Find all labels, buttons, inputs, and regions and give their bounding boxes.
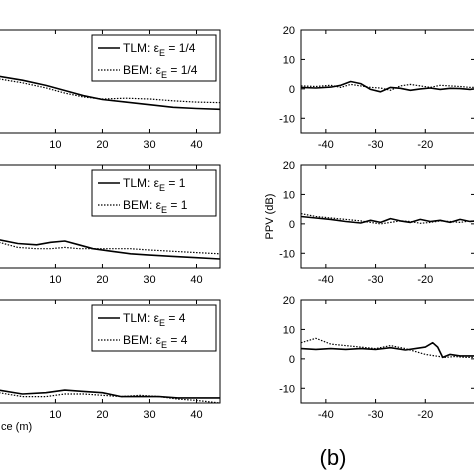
y-tick-label: 10 (283, 189, 295, 201)
y-tick-label: 0 (289, 84, 295, 96)
chart-right-1: -40 -30 -20 -10 0 10 20 (279, 25, 474, 151)
y-tick-label: 0 (289, 219, 295, 231)
y-tick-label: -10 (279, 248, 295, 260)
x-tick-label: 30 (143, 409, 155, 421)
axes-frame (300, 299, 474, 404)
legend-entry-suffix: = 1 (165, 176, 186, 190)
y-tick-label: 20 (283, 160, 295, 172)
x-tick-label: -30 (368, 274, 384, 286)
legend-entry-text: TLM: ε (123, 41, 160, 55)
x-tick-label: 40 (190, 409, 202, 421)
legend-entry: TLM: εE = 1 (123, 176, 186, 193)
axes-frame (0, 164, 221, 269)
x-tick-label: -20 (417, 274, 433, 286)
legend-entry: TLM: εE = 1/4 (123, 41, 196, 58)
x-tick-label: -20 (417, 409, 433, 421)
x-tick-label: -40 (318, 139, 334, 151)
legend-entry-subscript: E (161, 205, 167, 215)
series-line-dotted (300, 337, 474, 358)
series-line-dotted (300, 83, 474, 91)
series-line-solid (0, 389, 220, 399)
legend-entry: TLM: εE = 4 (123, 311, 186, 328)
legend-entry-suffix: = 1/4 (167, 63, 198, 77)
x-tick-label: -20 (417, 139, 433, 151)
x-tick-label: 40 (190, 274, 202, 286)
x-tick-label: -40 (318, 409, 334, 421)
legend-box (91, 304, 217, 352)
legend-entry: BEM: εE = 4 (123, 333, 188, 350)
legend-entry-subscript: E (161, 70, 167, 80)
y-tick-label: 10 (283, 324, 295, 336)
y-tick-label: 20 (283, 295, 295, 307)
series-line-dotted (300, 213, 474, 225)
x-tick-label: 10 (49, 139, 61, 151)
panel-label: (b) (320, 445, 347, 470)
series-line-dotted (0, 241, 221, 255)
y-tick-label: -10 (279, 383, 295, 395)
legend-entry-text: TLM: ε (123, 176, 160, 190)
legend-box (91, 34, 217, 82)
y-axis-label: PPV (dB) (264, 194, 276, 240)
series-line-dotted (0, 392, 221, 404)
x-tick-label: 10 (49, 409, 61, 421)
legend-entry-text: BEM: ε (123, 63, 162, 77)
chart-right-3: -40 -30 -20 -10 0 10 20 (279, 295, 474, 421)
y-tick-label: 10 (283, 54, 295, 66)
series-line-solid (0, 239, 221, 260)
y-tick-label: 20 (283, 25, 295, 37)
axes-frame (300, 29, 474, 134)
legend-entry-suffix: = 4 (167, 333, 188, 347)
legend-entry-suffix: = 4 (165, 311, 186, 325)
x-tick-label: 30 (143, 139, 155, 151)
x-tick-label: -30 (368, 409, 384, 421)
chart-right-2: -40 -30 -20 -10 0 10 20 PPV (dB) (264, 160, 474, 286)
series-line-solid (300, 215, 474, 224)
legend-entry-subscript: E (161, 340, 167, 350)
legend-entry-text: BEM: ε (123, 198, 162, 212)
legend-entry: BEM: εE = 1 (123, 198, 188, 215)
x-tick-label: 20 (96, 274, 108, 286)
legend-entry-subscript: E (159, 48, 165, 58)
x-tick-label: -40 (318, 274, 334, 286)
legend-entry-subscript: E (159, 318, 165, 328)
y-tick-label: -10 (279, 113, 295, 125)
axes-frame (300, 164, 474, 269)
x-tick-label: 10 (49, 274, 61, 286)
legend-entry-text: TLM: ε (123, 311, 160, 325)
legend-entry: BEM: εE = 1/4 (123, 63, 198, 80)
x-tick-label: 20 (96, 409, 108, 421)
x-axis-label: ce (m) (1, 421, 32, 433)
series-line-solid (300, 80, 474, 93)
series-line-dotted (0, 78, 221, 104)
legend-entry-subscript: E (159, 183, 165, 193)
y-tick-label: 0 (289, 354, 295, 366)
x-tick-label: -30 (368, 139, 384, 151)
axes-frame (0, 299, 221, 404)
legend-entry-suffix: = 1 (167, 198, 188, 212)
axes-frame (0, 29, 221, 134)
series-line-solid (300, 341, 474, 359)
legend-entry-suffix: = 1/4 (165, 41, 196, 55)
legend-entry-text: BEM: ε (123, 333, 162, 347)
x-tick-label: 30 (143, 274, 155, 286)
x-tick-label: 40 (190, 139, 202, 151)
legend-box (91, 169, 217, 217)
x-tick-label: 20 (96, 139, 108, 151)
